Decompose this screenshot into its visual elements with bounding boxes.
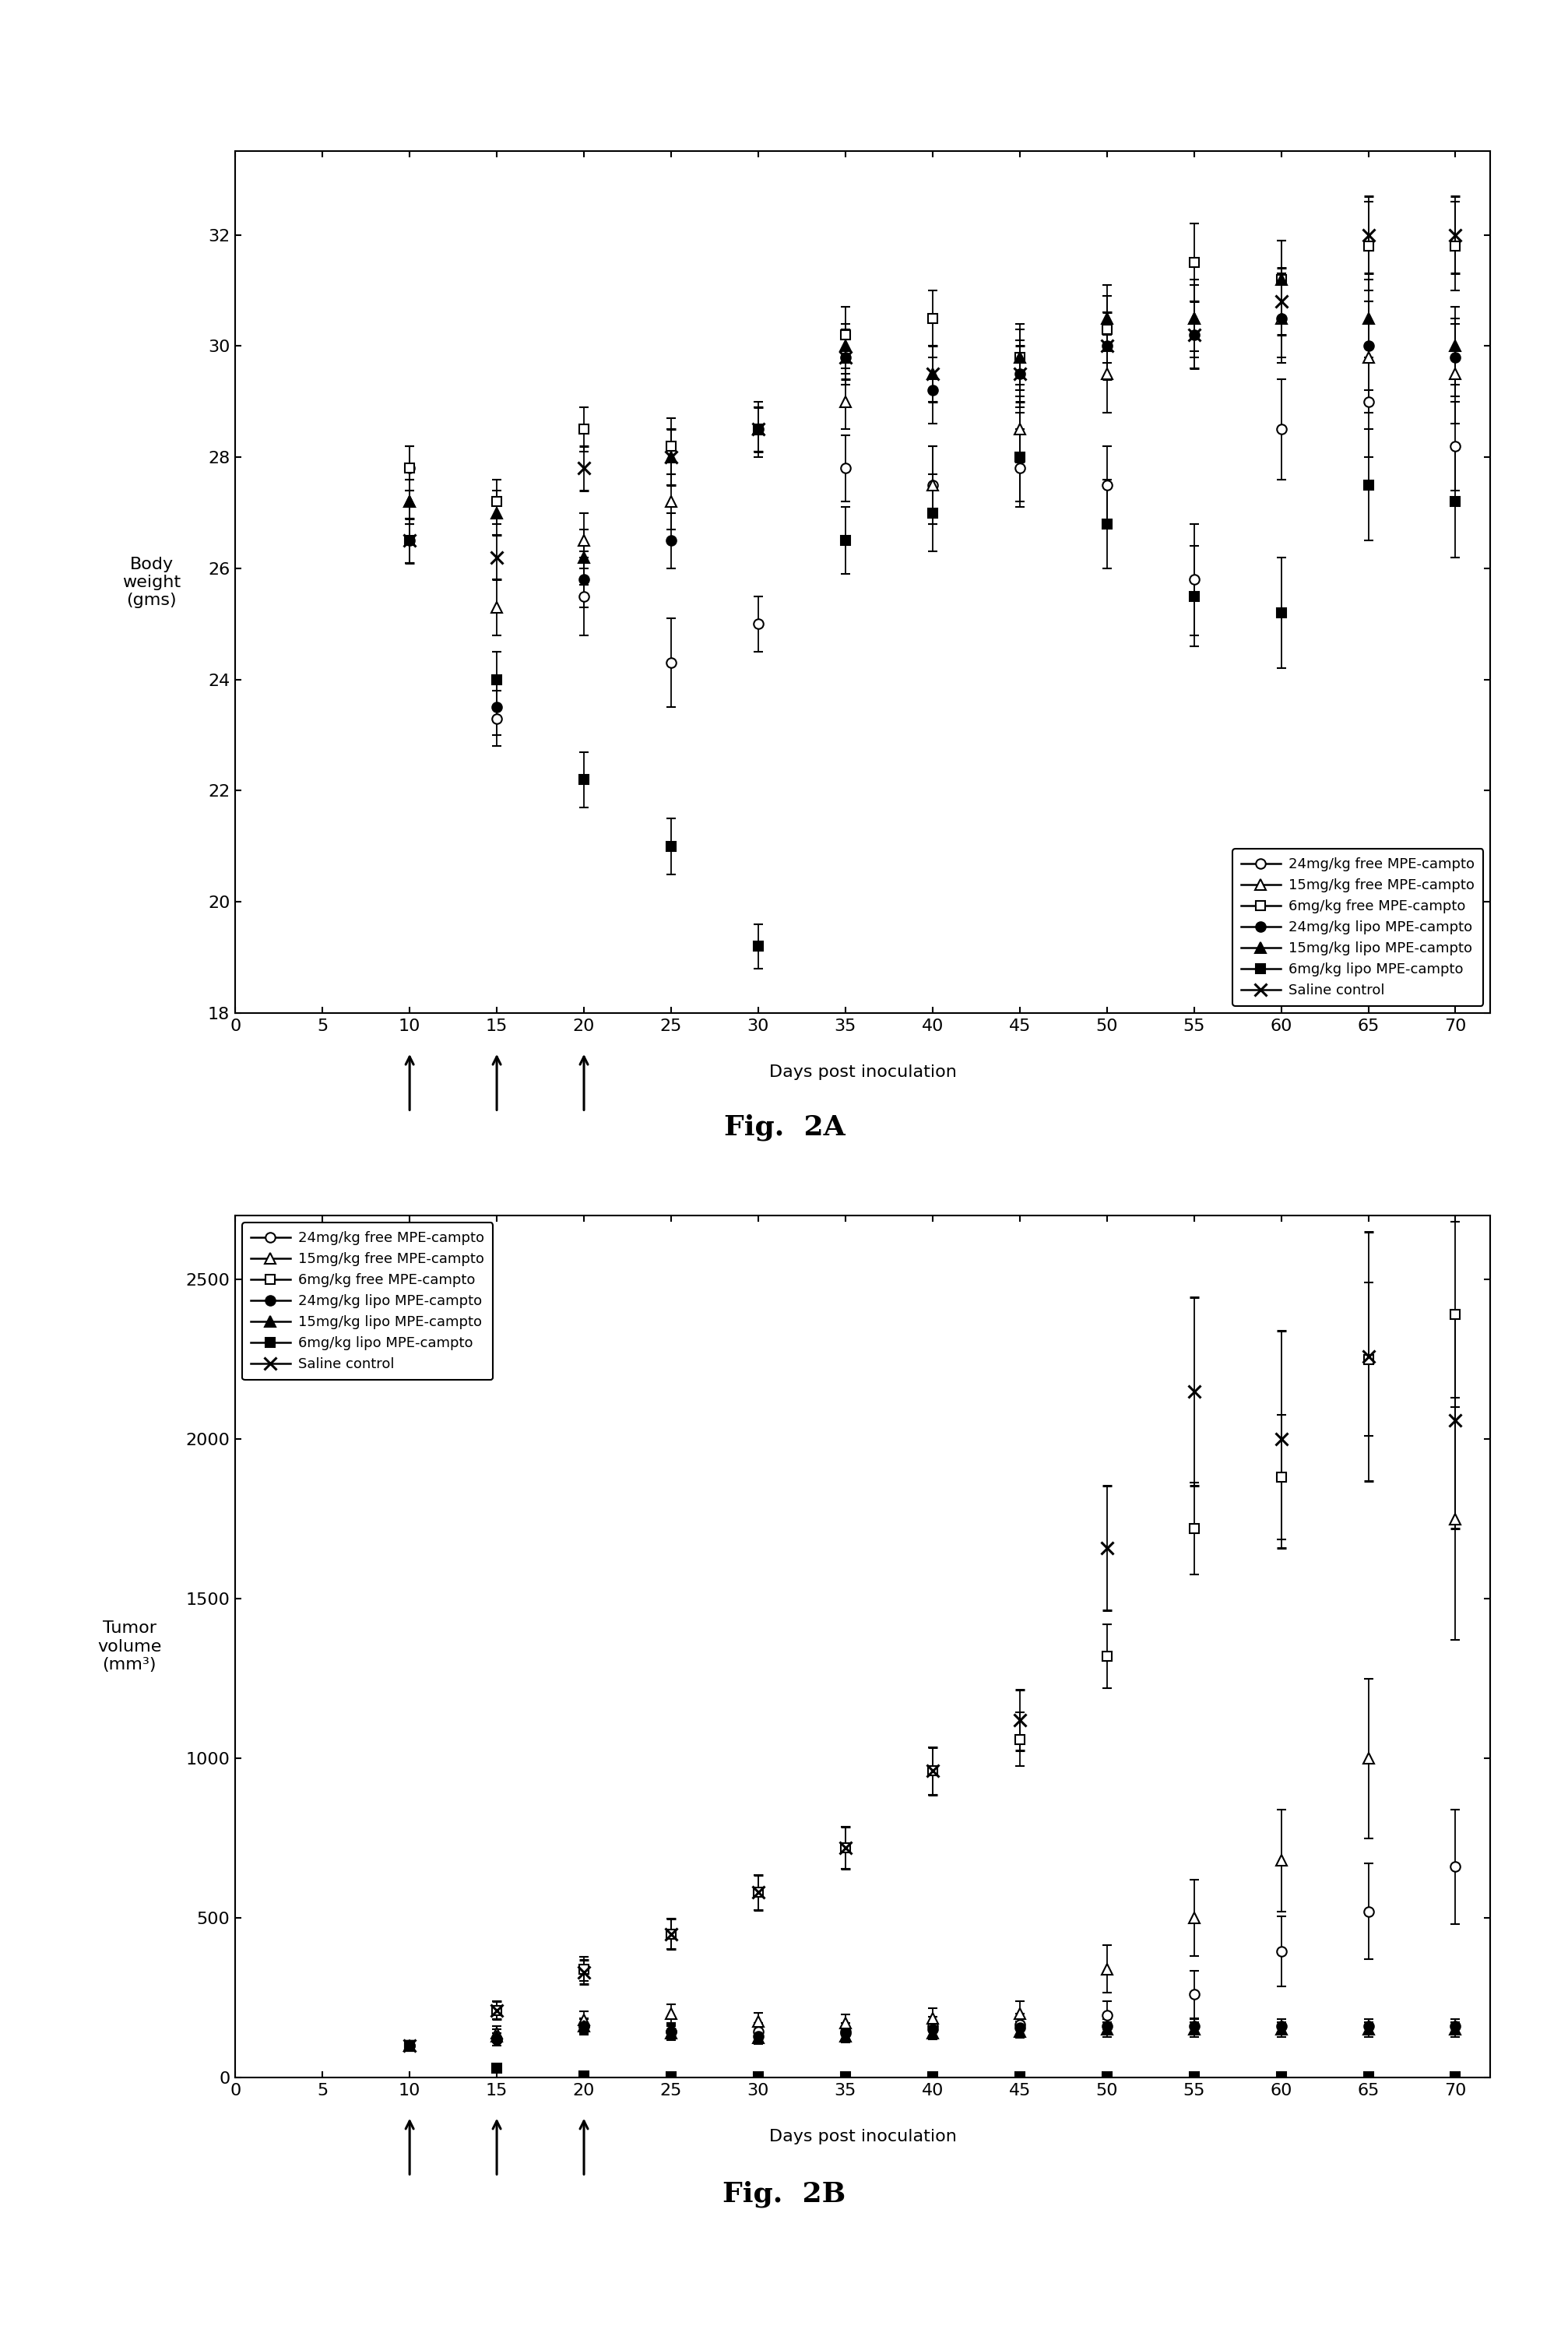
Text: Fig.  2B: Fig. 2B — [723, 2180, 845, 2208]
Legend: 24mg/kg free MPE-campto, 15mg/kg free MPE-campto, 6mg/kg free MPE-campto, 24mg/k: 24mg/kg free MPE-campto, 15mg/kg free MP… — [241, 1223, 492, 1379]
Y-axis label: Tumor
volume
(mm³): Tumor volume (mm³) — [97, 1621, 162, 1672]
X-axis label: Days post inoculation: Days post inoculation — [768, 1064, 956, 1081]
Y-axis label: Body
weight
(gms): Body weight (gms) — [122, 557, 180, 608]
X-axis label: Days post inoculation: Days post inoculation — [768, 2129, 956, 2145]
Text: Fig.  2A: Fig. 2A — [723, 1113, 845, 1141]
Legend: 24mg/kg free MPE-campto, 15mg/kg free MPE-campto, 6mg/kg free MPE-campto, 24mg/k: 24mg/kg free MPE-campto, 15mg/kg free MP… — [1232, 850, 1483, 1006]
